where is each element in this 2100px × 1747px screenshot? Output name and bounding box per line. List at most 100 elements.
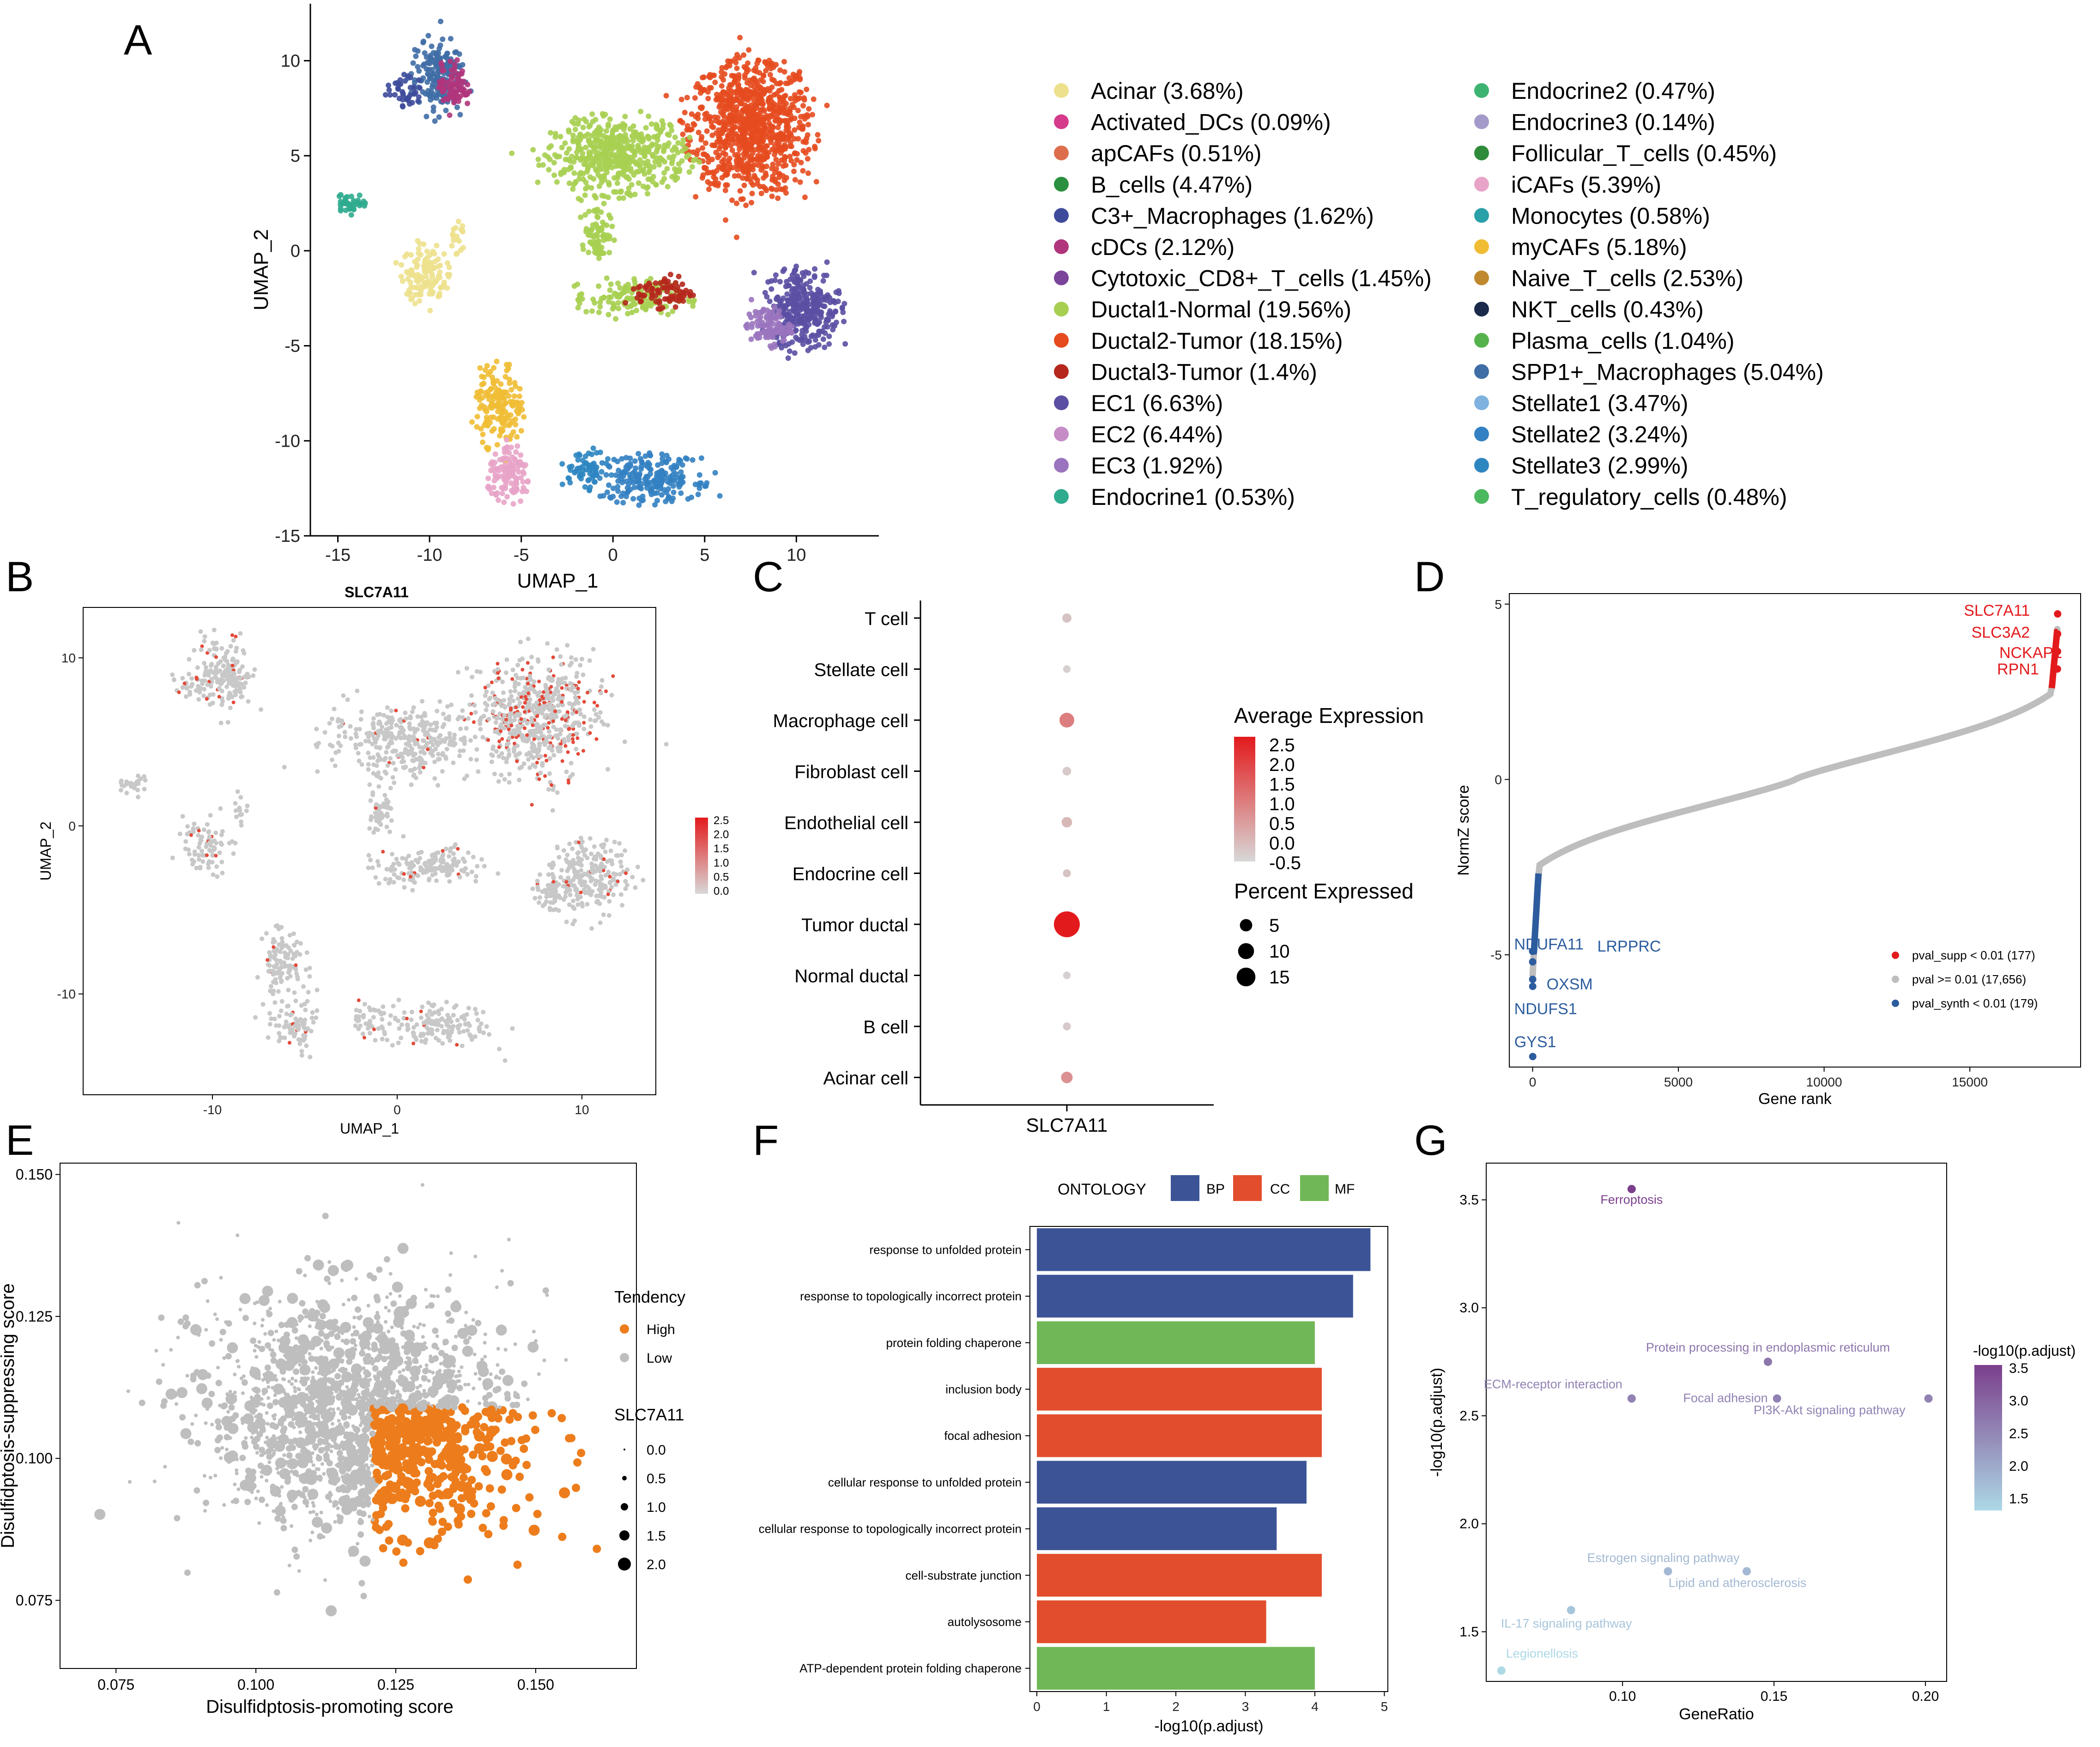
- b-cell-point: [500, 737, 504, 741]
- b-cell-point: [410, 888, 415, 893]
- b-cell-point: [571, 898, 576, 904]
- b-cell-point: [194, 675, 199, 679]
- a-cell-point: [432, 77, 438, 83]
- b-cell-point: [517, 730, 522, 734]
- b-cell-point: [389, 708, 394, 713]
- a-cell-point: [427, 252, 433, 258]
- a-cell-point: [613, 291, 619, 297]
- b-cell-point: [517, 700, 522, 705]
- a-cell-point: [408, 74, 413, 80]
- a-cell-point: [789, 323, 795, 329]
- a-cell-point: [734, 52, 740, 58]
- a-cell-point: [521, 414, 527, 420]
- a-cell-point: [588, 240, 594, 245]
- a-cell-point: [623, 455, 629, 461]
- b-cell-point: [483, 685, 487, 690]
- a-cell-point: [583, 309, 589, 315]
- b-cell-point: [461, 869, 466, 874]
- a-cell-point: [617, 285, 623, 291]
- a-cell-point: [764, 154, 770, 160]
- a-cell-point: [816, 298, 822, 304]
- b-cell-point: [436, 752, 441, 757]
- a-cell-point: [785, 355, 791, 361]
- a-cell-point: [400, 104, 406, 109]
- a-cell-point: [485, 371, 491, 377]
- a-cell-point: [514, 487, 520, 493]
- b-cell-point: [402, 872, 406, 876]
- a-cell-point: [678, 458, 684, 464]
- b-cell-point: [381, 849, 385, 854]
- a-cell-point: [696, 129, 702, 135]
- b-cell-point: [551, 719, 555, 723]
- b-cell-point: [508, 689, 513, 694]
- b-cell-point: [589, 926, 594, 931]
- b-cell-point: [506, 741, 511, 746]
- a-cell-point: [801, 97, 807, 103]
- a-cell-point: [664, 453, 670, 459]
- a-cell-point: [800, 168, 806, 174]
- a-cell-point: [499, 429, 505, 435]
- a-cell-point: [415, 64, 421, 70]
- a-cell-point: [806, 339, 812, 345]
- a-cell-point: [780, 187, 786, 193]
- b-cell-point: [418, 856, 422, 861]
- a-legend-label: myCAFs (5.18%): [1511, 234, 1687, 260]
- b-cell-point: [519, 717, 523, 721]
- a-cell-point: [712, 142, 718, 148]
- a-cell-point: [660, 125, 666, 131]
- b-cell-point: [375, 827, 380, 832]
- b-cell-point: [447, 854, 452, 859]
- a-cell-point: [430, 50, 436, 56]
- a-cell-point: [613, 316, 619, 322]
- a-cell-point: [436, 263, 442, 269]
- b-cell-point: [382, 793, 387, 798]
- a-cell-point: [439, 62, 445, 68]
- a-cell-point: [794, 336, 800, 342]
- a-cell-point: [598, 127, 604, 133]
- b-cell-point: [192, 648, 197, 653]
- a-cell-point: [792, 350, 798, 356]
- a-cell-point: [777, 171, 783, 177]
- a-cell-point: [734, 104, 740, 110]
- a-cell-point: [717, 139, 723, 145]
- b-cell-point: [526, 757, 531, 762]
- a-cell-point: [645, 474, 651, 480]
- a-cell-point: [781, 59, 787, 65]
- b-cell-point: [371, 830, 376, 835]
- b-cell-point: [547, 729, 552, 734]
- a-cell-point: [684, 123, 690, 129]
- b-cell-point: [259, 707, 263, 712]
- a-cell-point: [535, 179, 541, 185]
- a-cell-point: [444, 51, 450, 57]
- a-cell-point: [630, 138, 636, 144]
- b-cell-point: [369, 814, 374, 819]
- a-cell-point: [743, 323, 749, 329]
- a-cell-point: [800, 126, 806, 132]
- a-cell-point: [769, 186, 775, 192]
- a-cell-point: [806, 106, 812, 112]
- b-cell-point: [400, 855, 405, 861]
- a-cell-point: [727, 82, 733, 88]
- a-legend-key: [1054, 239, 1069, 254]
- a-cell-point: [416, 77, 422, 83]
- b-cell-point: [206, 673, 211, 678]
- b-cell-point: [502, 777, 507, 782]
- a-cell-point: [750, 136, 756, 141]
- b-cell-point: [431, 856, 436, 861]
- a-x-tick-label: -10: [417, 546, 442, 565]
- a-cell-point: [644, 480, 650, 486]
- a-cell-point: [769, 194, 775, 199]
- b-cell-point: [533, 896, 538, 901]
- b-cell-point: [408, 875, 412, 879]
- a-cell-point: [720, 126, 726, 132]
- a-cell-point: [792, 127, 798, 133]
- b-cell-point: [422, 726, 427, 731]
- a-cell-point: [773, 166, 779, 172]
- b-cell-point: [517, 777, 522, 783]
- b-cell-point: [231, 638, 236, 643]
- a-cell-point: [627, 143, 633, 149]
- a-cell-point: [507, 460, 513, 466]
- b-y-axis-title: UMAP_2: [37, 821, 54, 880]
- a-cell-point: [635, 474, 641, 480]
- b-cell-point: [228, 644, 233, 649]
